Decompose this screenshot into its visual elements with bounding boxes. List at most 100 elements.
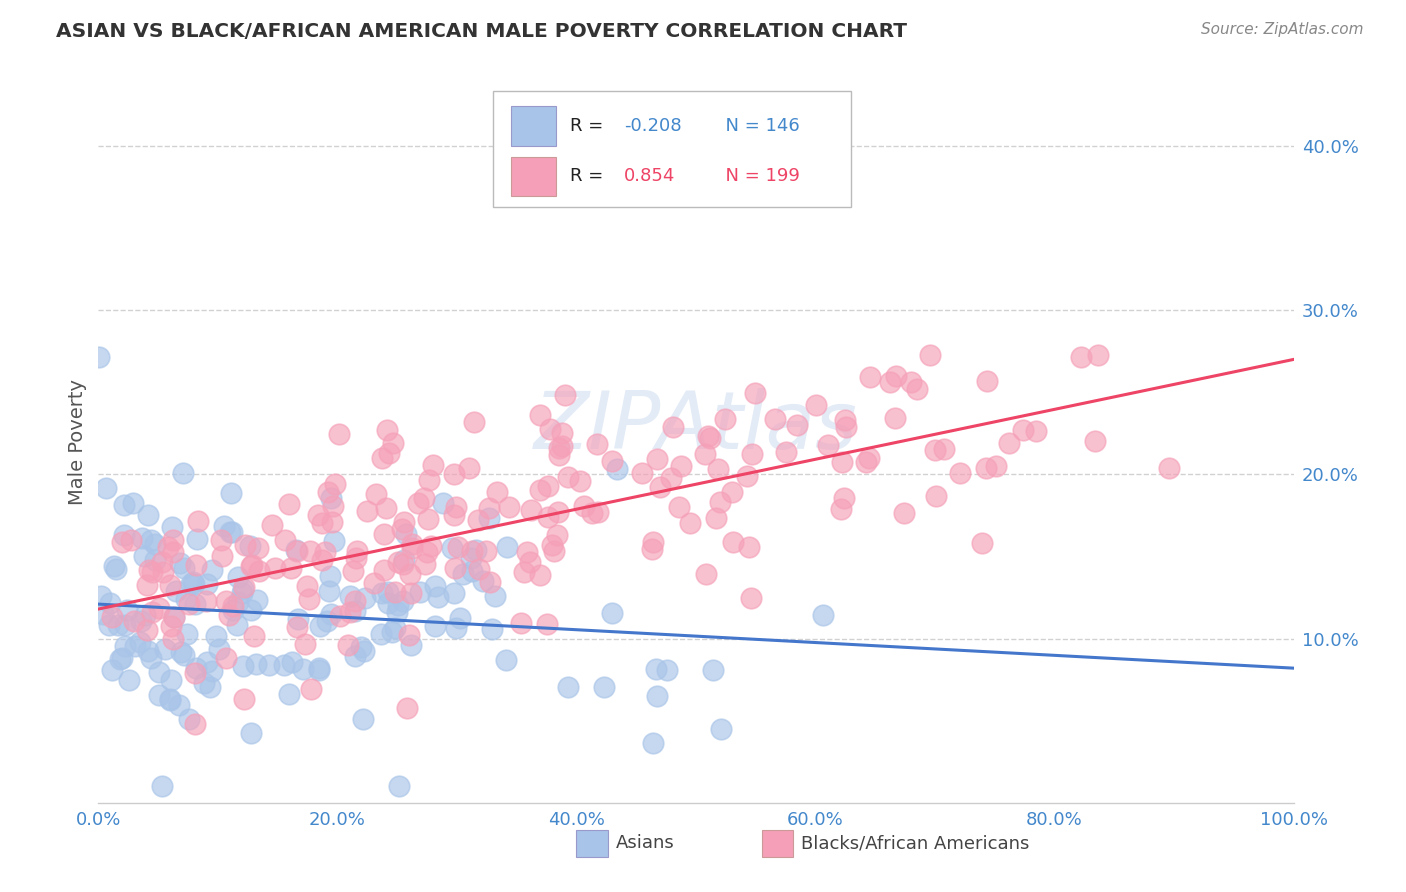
Point [396,701,419,715]
Point [630,466,652,480]
Point [239,558,262,573]
Point [101,609,124,624]
Point [538,422,561,436]
Point [422,458,444,472]
Point [193,676,215,690]
Point [346,544,368,558]
Point [344,550,367,565]
FancyBboxPatch shape [762,830,793,857]
Point [831,455,853,469]
Point [416,512,439,526]
Point [696,429,718,443]
Point [247,564,270,578]
Point [240,726,263,740]
Point [159,693,181,707]
Point [343,594,366,608]
Point [406,496,429,510]
Point [537,510,560,524]
Point [134,607,156,622]
Point [148,688,170,702]
Point [387,605,409,619]
Point [162,533,184,548]
Point [498,500,520,515]
Point [714,412,737,426]
Point [949,467,972,481]
Point [232,582,254,596]
Point [392,558,415,572]
Point [547,505,569,519]
Point [222,599,245,614]
Point [354,591,377,605]
Point [392,553,415,567]
Point [443,467,465,481]
Point [572,500,595,514]
Point [443,508,465,523]
FancyBboxPatch shape [576,830,607,857]
Point [281,655,304,669]
Text: ASIAN VS BLACK/AFRICAN AMERICAN MALE POVERTY CORRELATION CHART: ASIAN VS BLACK/AFRICAN AMERICAN MALE POV… [56,22,907,41]
Point [543,543,565,558]
Point [186,558,208,573]
Point [463,415,485,429]
Point [516,544,538,558]
Point [373,563,395,577]
Point [91,607,114,622]
Point [180,576,202,591]
Point [395,527,418,541]
Point [976,374,998,388]
Point [467,513,489,527]
Point [832,491,855,505]
Point [401,638,423,652]
Point [679,516,702,531]
Point [291,662,314,676]
Point [107,617,129,632]
Point [817,438,839,452]
Point [418,473,440,487]
Point [352,712,374,726]
Point [472,574,495,588]
Point [233,538,256,552]
Point [104,562,127,576]
Point [641,542,664,557]
Point [388,780,411,794]
Point [458,461,481,475]
Point [859,370,882,384]
Point [194,593,217,607]
Point [322,500,344,514]
Point [1025,425,1047,439]
Point [602,454,624,468]
Point [118,673,141,688]
Point [1084,434,1107,448]
Text: Blacks/African Americans: Blacks/African Americans [801,834,1029,852]
FancyBboxPatch shape [494,91,852,207]
Point [218,608,240,623]
Point [215,650,238,665]
Point [111,534,134,549]
Point [699,431,721,445]
Point [204,629,226,643]
Point [529,567,551,582]
Point [184,597,207,611]
Point [112,528,135,542]
Point [1012,423,1035,437]
Point [707,462,730,476]
Point [444,500,467,514]
Point [297,592,319,607]
Point [420,539,443,553]
Point [177,598,200,612]
Point [721,535,744,549]
Point [163,609,186,624]
Point [446,621,468,635]
Point [285,620,308,634]
Point [179,713,201,727]
Point [344,604,367,618]
Point [710,723,733,737]
Point [278,497,301,511]
Point [308,663,330,677]
Text: 0.854: 0.854 [624,168,676,186]
Point [231,586,253,600]
Point [97,618,120,632]
Point [221,603,243,617]
Point [662,420,685,434]
Point [329,609,352,624]
